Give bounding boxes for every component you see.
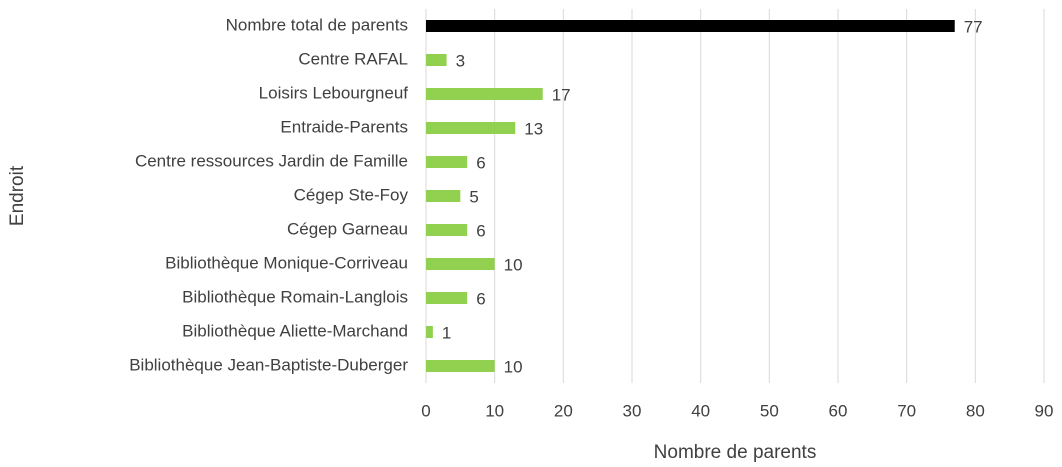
bar (426, 156, 468, 168)
y-tick-label: Bibliothèque Aliette-Marchand (182, 321, 408, 340)
y-tick-label: Loisirs Lebourgneuf (259, 83, 409, 102)
data-label: 77 (964, 17, 983, 36)
bar (426, 326, 433, 338)
y-tick-label: Centre ressources Jardin de Famille (135, 151, 408, 170)
data-label: 6 (476, 153, 485, 172)
bar (426, 360, 495, 372)
y-tick-label: Bibliothèque Monique-Corriveau (165, 253, 408, 272)
y-tick-label: Cégep Ste-Foy (294, 185, 409, 204)
data-label: 6 (476, 221, 485, 240)
x-tick-label: 10 (485, 401, 504, 420)
y-tick-label: Centre RAFAL (298, 49, 408, 68)
x-tick-label: 90 (1035, 401, 1054, 420)
data-label: 1 (442, 323, 451, 342)
data-label: 6 (476, 289, 485, 308)
data-label: 17 (552, 85, 571, 104)
bar (426, 54, 447, 66)
x-tick-label: 80 (966, 401, 985, 420)
data-label: 5 (469, 187, 478, 206)
x-tick-label: 50 (760, 401, 779, 420)
bar (426, 20, 955, 32)
data-label: 10 (504, 255, 523, 274)
bar (426, 88, 543, 100)
data-label: 10 (504, 357, 523, 376)
x-tick-label: 70 (897, 401, 916, 420)
y-tick-label: Entraide-Parents (280, 117, 408, 136)
bar (426, 122, 516, 134)
data-label: 3 (456, 51, 465, 70)
x-tick-label: 30 (623, 401, 642, 420)
bar (426, 224, 468, 236)
y-tick-label: Bibliothèque Jean-Baptiste-Duberger (129, 355, 408, 374)
y-axis-label: Endroit (7, 165, 28, 226)
y-tick-label: Nombre total de parents (226, 15, 408, 34)
bar (426, 190, 461, 202)
x-tick-label: 60 (829, 401, 848, 420)
x-tick-label: 40 (691, 401, 710, 420)
x-tick-label: 20 (554, 401, 573, 420)
y-tick-label: Bibliothèque Romain-Langlois (182, 287, 408, 306)
data-label: 13 (524, 119, 543, 138)
x-tick-label: 0 (421, 401, 430, 420)
bar (426, 258, 495, 270)
x-axis-label: Nombre de parents (654, 442, 817, 463)
bar (426, 292, 468, 304)
y-tick-label: Cégep Garneau (287, 219, 408, 238)
